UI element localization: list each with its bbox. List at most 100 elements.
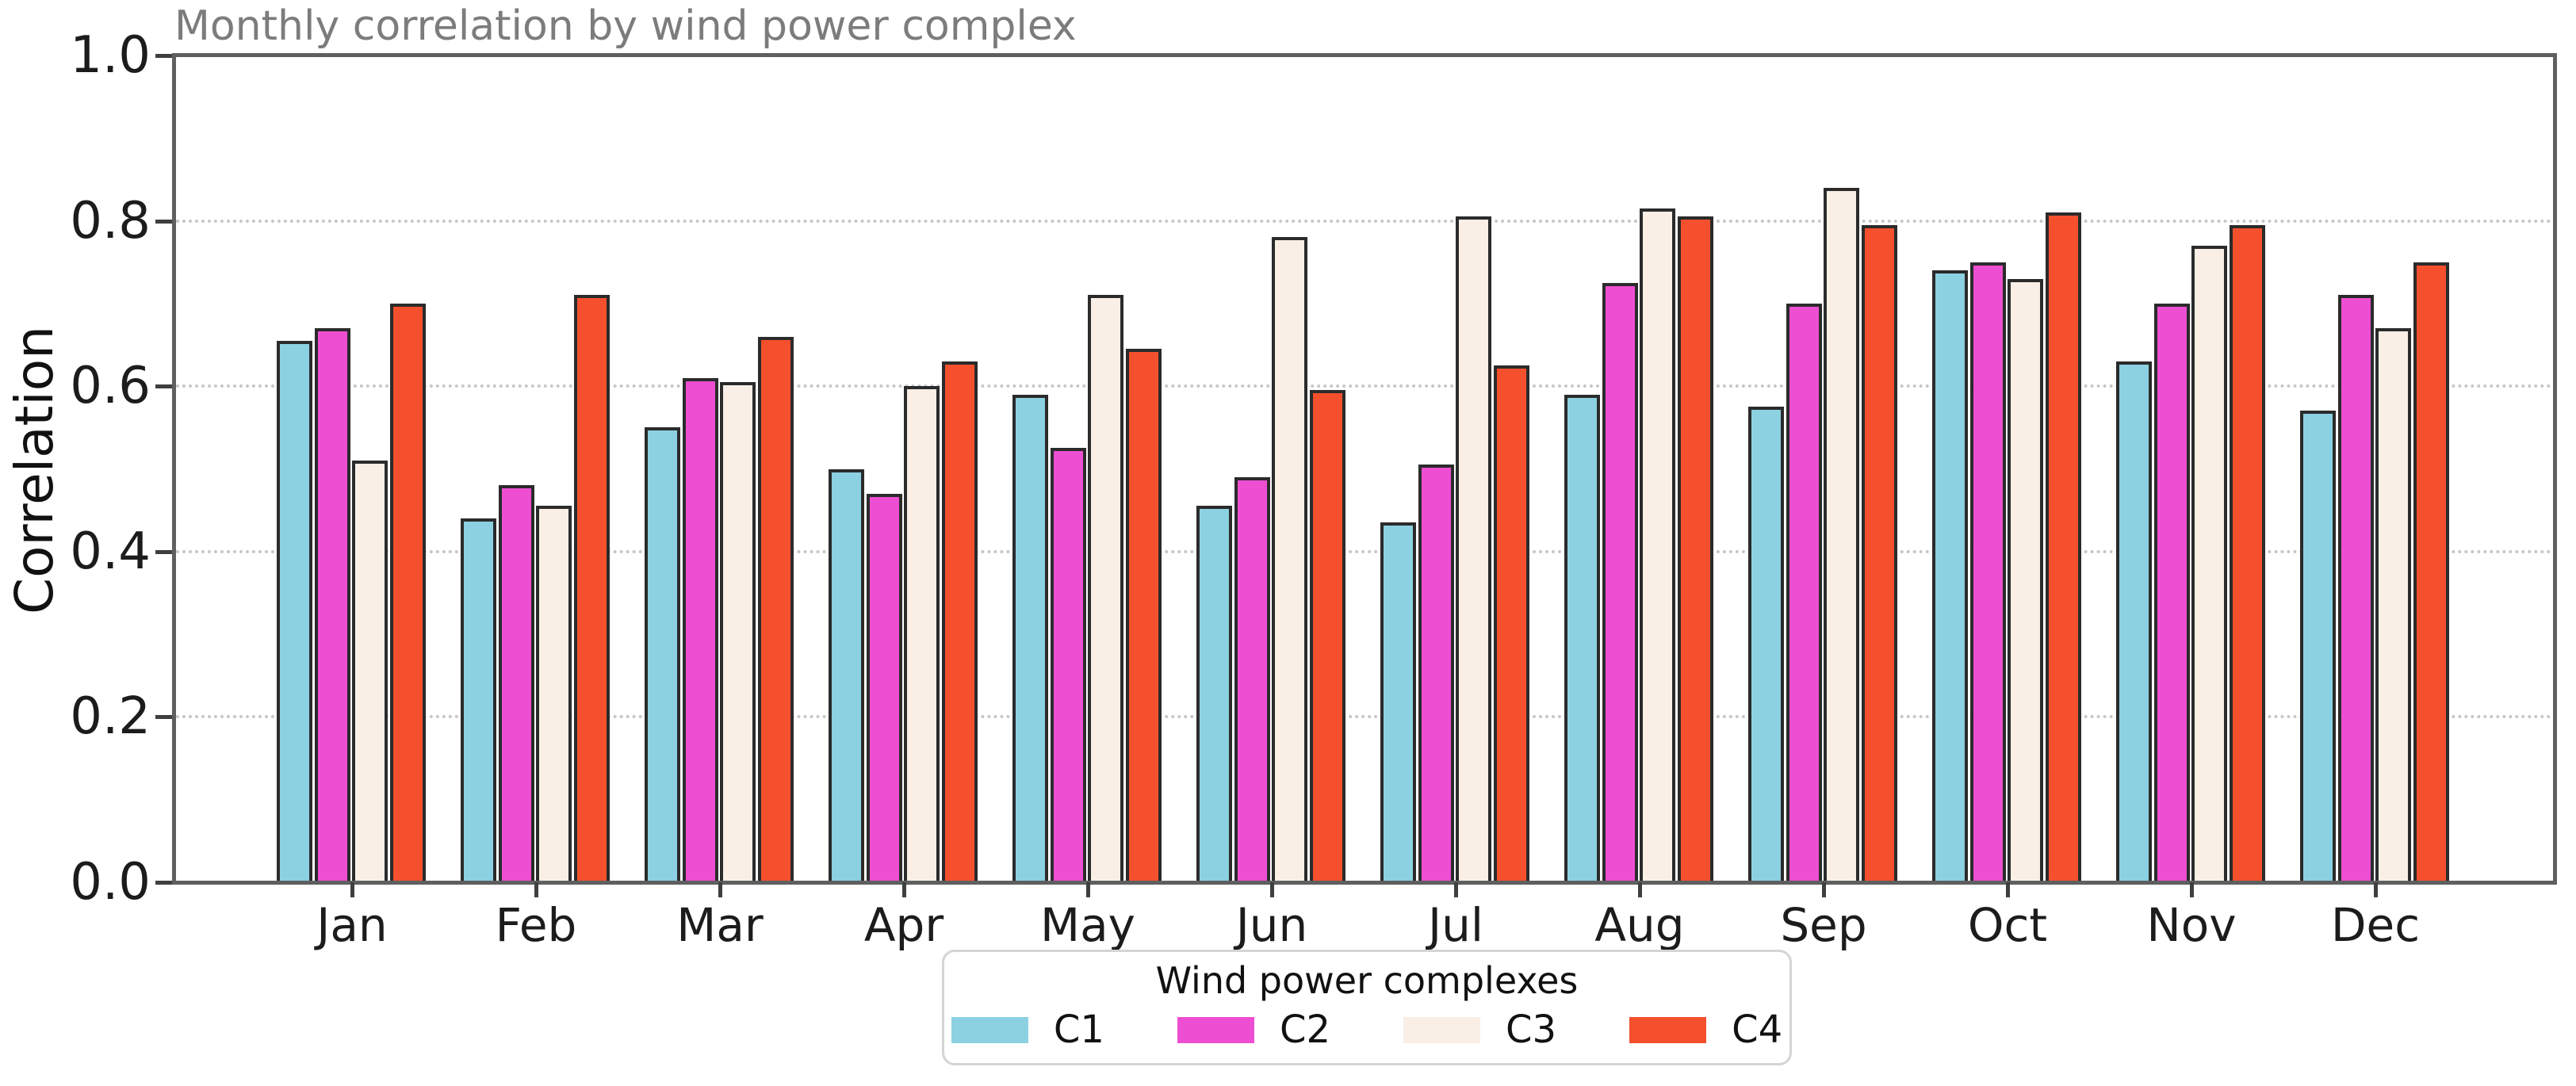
bar-Jun-C2 [1234,476,1270,884]
x-tick-label-Aug: Aug [1594,898,1685,952]
bar-Oct-C4 [2045,212,2081,884]
x-tick-label-Sep: Sep [1780,898,1867,952]
legend-entry-C2: C2 [1177,1011,1330,1049]
y-tick-mark-0.8 [155,219,172,224]
bar-Jun-C3 [1272,237,1307,884]
bar-Jul-C3 [1456,216,1491,884]
x-tick-label-Mar: Mar [676,898,764,952]
legend-label-C3: C3 [1506,1008,1557,1052]
x-tick-mark-Jul [1454,882,1458,897]
bar-Nov-C4 [2229,224,2265,884]
bar-Mar-C4 [757,336,794,884]
y-tick-label-0.0: 0.0 [70,853,151,912]
legend-title: Wind power complexes [1155,959,1579,1002]
bar-Jan-C2 [314,328,350,884]
y-tick-label-0.4: 0.4 [70,522,151,581]
x-tick-mark-Apr [902,882,906,897]
bar-Apr-C4 [941,361,978,884]
x-tick-label-Apr: Apr [863,898,944,952]
bar-May-C2 [1050,448,1086,884]
x-tick-mark-Oct [2006,882,2010,897]
legend: Wind power complexes C1 C2 C3 C4 [942,950,1792,1065]
legend-label-C2: C2 [1279,1008,1330,1052]
bar-Oct-C3 [2008,278,2043,884]
y-tick-label-0.2: 0.2 [70,687,151,747]
bar-Jun-C4 [1309,390,1345,884]
bar-Jul-C2 [1418,465,1454,884]
y-axis-label: Correlation [4,326,65,614]
bar-Sep-C2 [1786,303,1822,884]
y-tick-mark-0.4 [155,549,172,554]
bar-Aug-C2 [1602,282,1638,884]
bar-Apr-C3 [904,386,940,884]
bar-Jan-C1 [277,340,312,884]
bar-May-C3 [1088,295,1123,884]
chart-title: Monthly correlation by wind power comple… [174,2,1077,50]
bar-Jan-C4 [389,303,426,884]
bar-Sep-C1 [1748,407,1784,884]
bar-Aug-C4 [1677,216,1713,884]
bar-Feb-C3 [536,506,572,884]
legend-entry-C1: C1 [951,1011,1104,1049]
legend-entry-C3: C3 [1403,1011,1556,1049]
y-tick-mark-1.0 [155,54,172,58]
bar-Dec-C4 [2413,262,2449,884]
y-tick-label-1.0: 1.0 [70,26,151,85]
legend-swatch-C2 [1177,1016,1254,1043]
bar-Feb-C1 [461,518,496,884]
x-tick-label-Feb: Feb [495,898,577,952]
bar-Jul-C4 [1493,365,1529,884]
x-tick-mark-Mar [718,882,722,897]
x-tick-label-Jan: Jan [316,898,388,952]
bar-Mar-C1 [645,427,680,884]
x-tick-mark-Nov [2190,882,2194,897]
legend-entry-C4: C4 [1629,1011,1782,1049]
y-tick-mark-0.0 [155,881,172,885]
bar-Sep-C3 [1824,187,1859,884]
legend-swatch-C4 [1629,1016,1707,1043]
x-tick-label-Jun: Jun [1235,898,1308,952]
bar-Dec-C2 [2337,295,2374,884]
legend-label-C1: C1 [1053,1008,1104,1052]
y-tick-mark-0.2 [155,715,172,720]
legend-swatch-C3 [1403,1016,1480,1043]
bar-Mar-C3 [720,381,756,884]
bar-Dec-C1 [2300,411,2336,884]
bar-Oct-C2 [1969,262,2006,884]
bar-Aug-C3 [1640,208,1675,884]
x-tick-mark-Sep [1822,882,1826,897]
bar-Apr-C2 [866,493,902,884]
x-tick-mark-May [1086,882,1090,897]
gridline-0.6 [176,384,2553,388]
gridline-0.4 [176,549,2553,553]
bar-Feb-C2 [498,485,534,884]
x-tick-mark-Aug [1638,882,1642,897]
x-tick-label-Dec: Dec [2330,898,2421,952]
bar-Nov-C3 [2191,245,2227,884]
x-tick-label-May: May [1040,898,1135,952]
bar-Nov-C1 [2116,361,2152,884]
bar-Oct-C1 [1932,270,1968,884]
x-tick-mark-Jan [350,882,354,897]
bar-Jun-C1 [1196,506,1232,884]
y-tick-mark-0.6 [155,384,172,389]
legend-label-C4: C4 [1732,1008,1783,1052]
x-tick-label-Oct: Oct [1967,898,2048,952]
x-tick-label-Nov: Nov [2146,898,2237,952]
legend-entries: C1 C2 C3 C4 [944,1011,1789,1049]
y-tick-label-0.8: 0.8 [70,191,151,250]
legend-swatch-C1 [951,1016,1028,1043]
bar-Jan-C3 [352,461,388,884]
bar-Mar-C2 [682,377,718,884]
x-tick-mark-Jun [1270,882,1274,897]
bar-Sep-C4 [1861,224,1897,884]
x-tick-mark-Feb [534,882,538,897]
bar-Apr-C1 [829,468,864,884]
bar-May-C4 [1125,349,1162,884]
gridline-0.8 [176,219,2553,223]
gridline-0.2 [176,715,2553,719]
x-tick-mark-Dec [2374,882,2378,897]
x-tick-label-Jul: Jul [1428,898,1483,952]
bar-Dec-C3 [2375,328,2411,884]
